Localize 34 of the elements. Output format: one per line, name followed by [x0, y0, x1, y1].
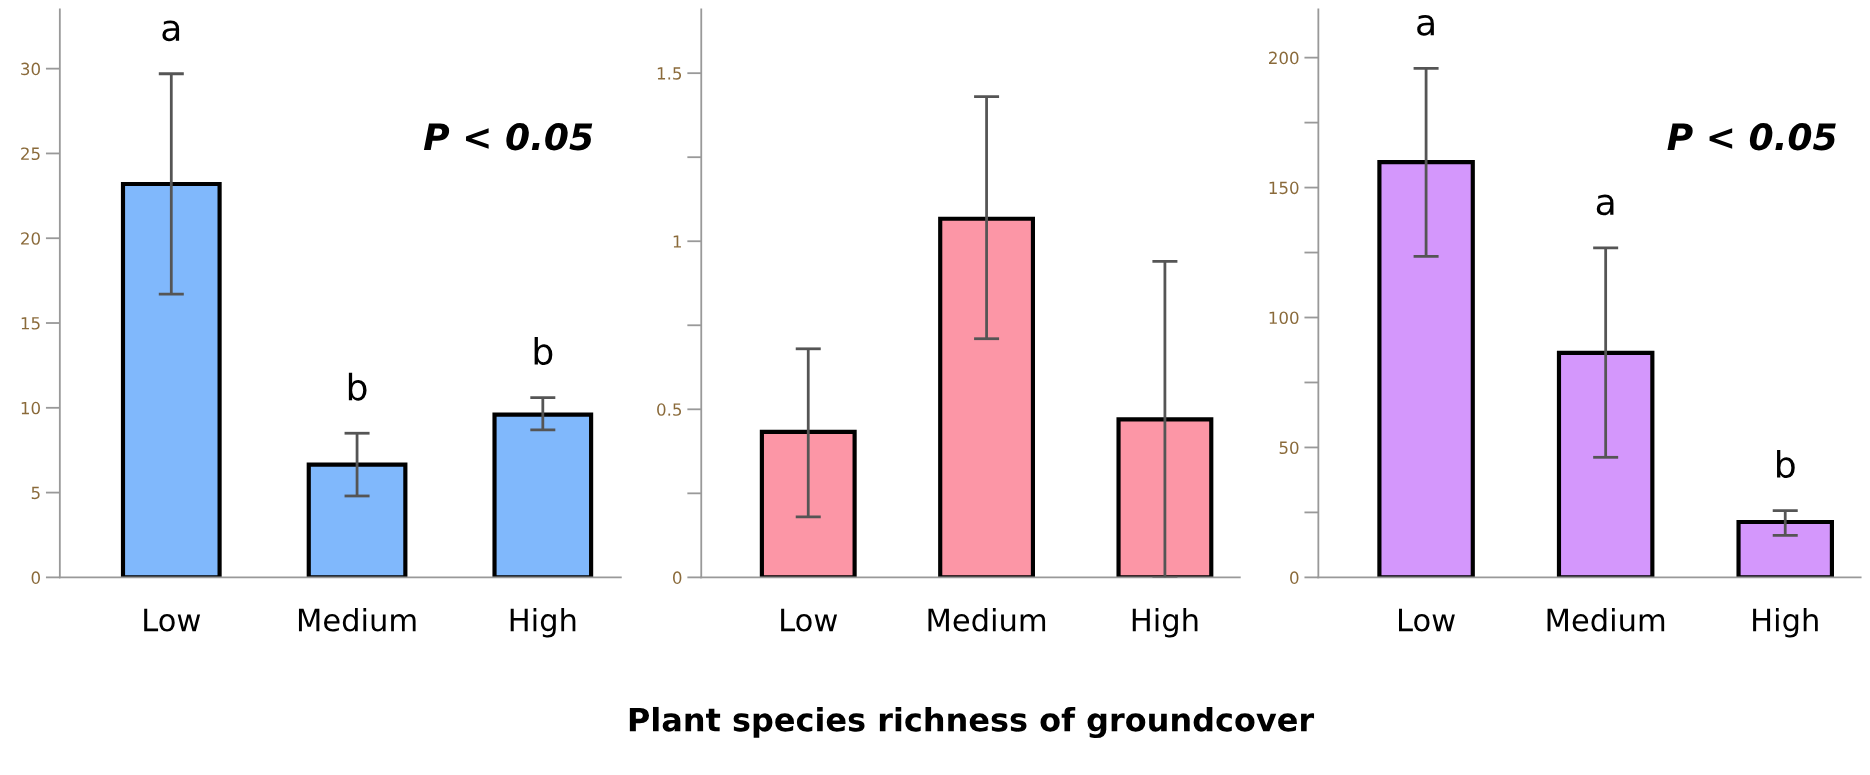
x-tick-label: Medium	[1547, 607, 1665, 632]
y-tick-label: 150	[1269, 181, 1299, 195]
y-tick-label: 25	[21, 147, 40, 161]
x-tick-label: High	[510, 607, 576, 638]
annotation: P < 0.05	[423, 123, 593, 151]
y-tick-label: 50	[1279, 441, 1299, 455]
y-tick-label: 0	[31, 571, 40, 584]
annotation: P < 0.05	[1667, 123, 1836, 151]
y-tick-label: 20	[21, 232, 40, 245]
y-tick-label: 1.5	[657, 67, 682, 80]
x-tick-label: High	[1132, 607, 1198, 638]
annotation: b	[534, 337, 553, 366]
x-tick-label: Medium	[298, 607, 416, 632]
y-tick-label: 200	[1269, 51, 1299, 65]
x-tick-label: Medium	[928, 607, 1046, 632]
y-tick-label: 1	[673, 235, 681, 248]
y-tick-label: 0	[672, 571, 682, 584]
x-tick-label: Low	[781, 608, 838, 632]
y-tick-label: 10	[21, 401, 40, 415]
x-tick-label: Low	[1399, 608, 1455, 632]
y-tick-label: 100	[1269, 311, 1299, 325]
y-tick-label: 15	[21, 317, 40, 330]
annotation: a	[162, 20, 180, 42]
y-tick-label: 0.5	[657, 403, 682, 416]
x-axis-title: Plant species richness of groundcover	[629, 706, 1315, 739]
y-tick-label: 5	[31, 486, 40, 500]
annotation: a	[1417, 14, 1434, 36]
y-tick-label: 0	[1290, 571, 1299, 584]
x-tick-label: Low	[144, 608, 201, 632]
annotation: a	[1596, 194, 1614, 216]
annotation: b	[348, 372, 367, 401]
x-tick-label: High	[1753, 607, 1818, 638]
y-tick-label: 30	[21, 62, 40, 76]
annotation: b	[1777, 450, 1795, 479]
